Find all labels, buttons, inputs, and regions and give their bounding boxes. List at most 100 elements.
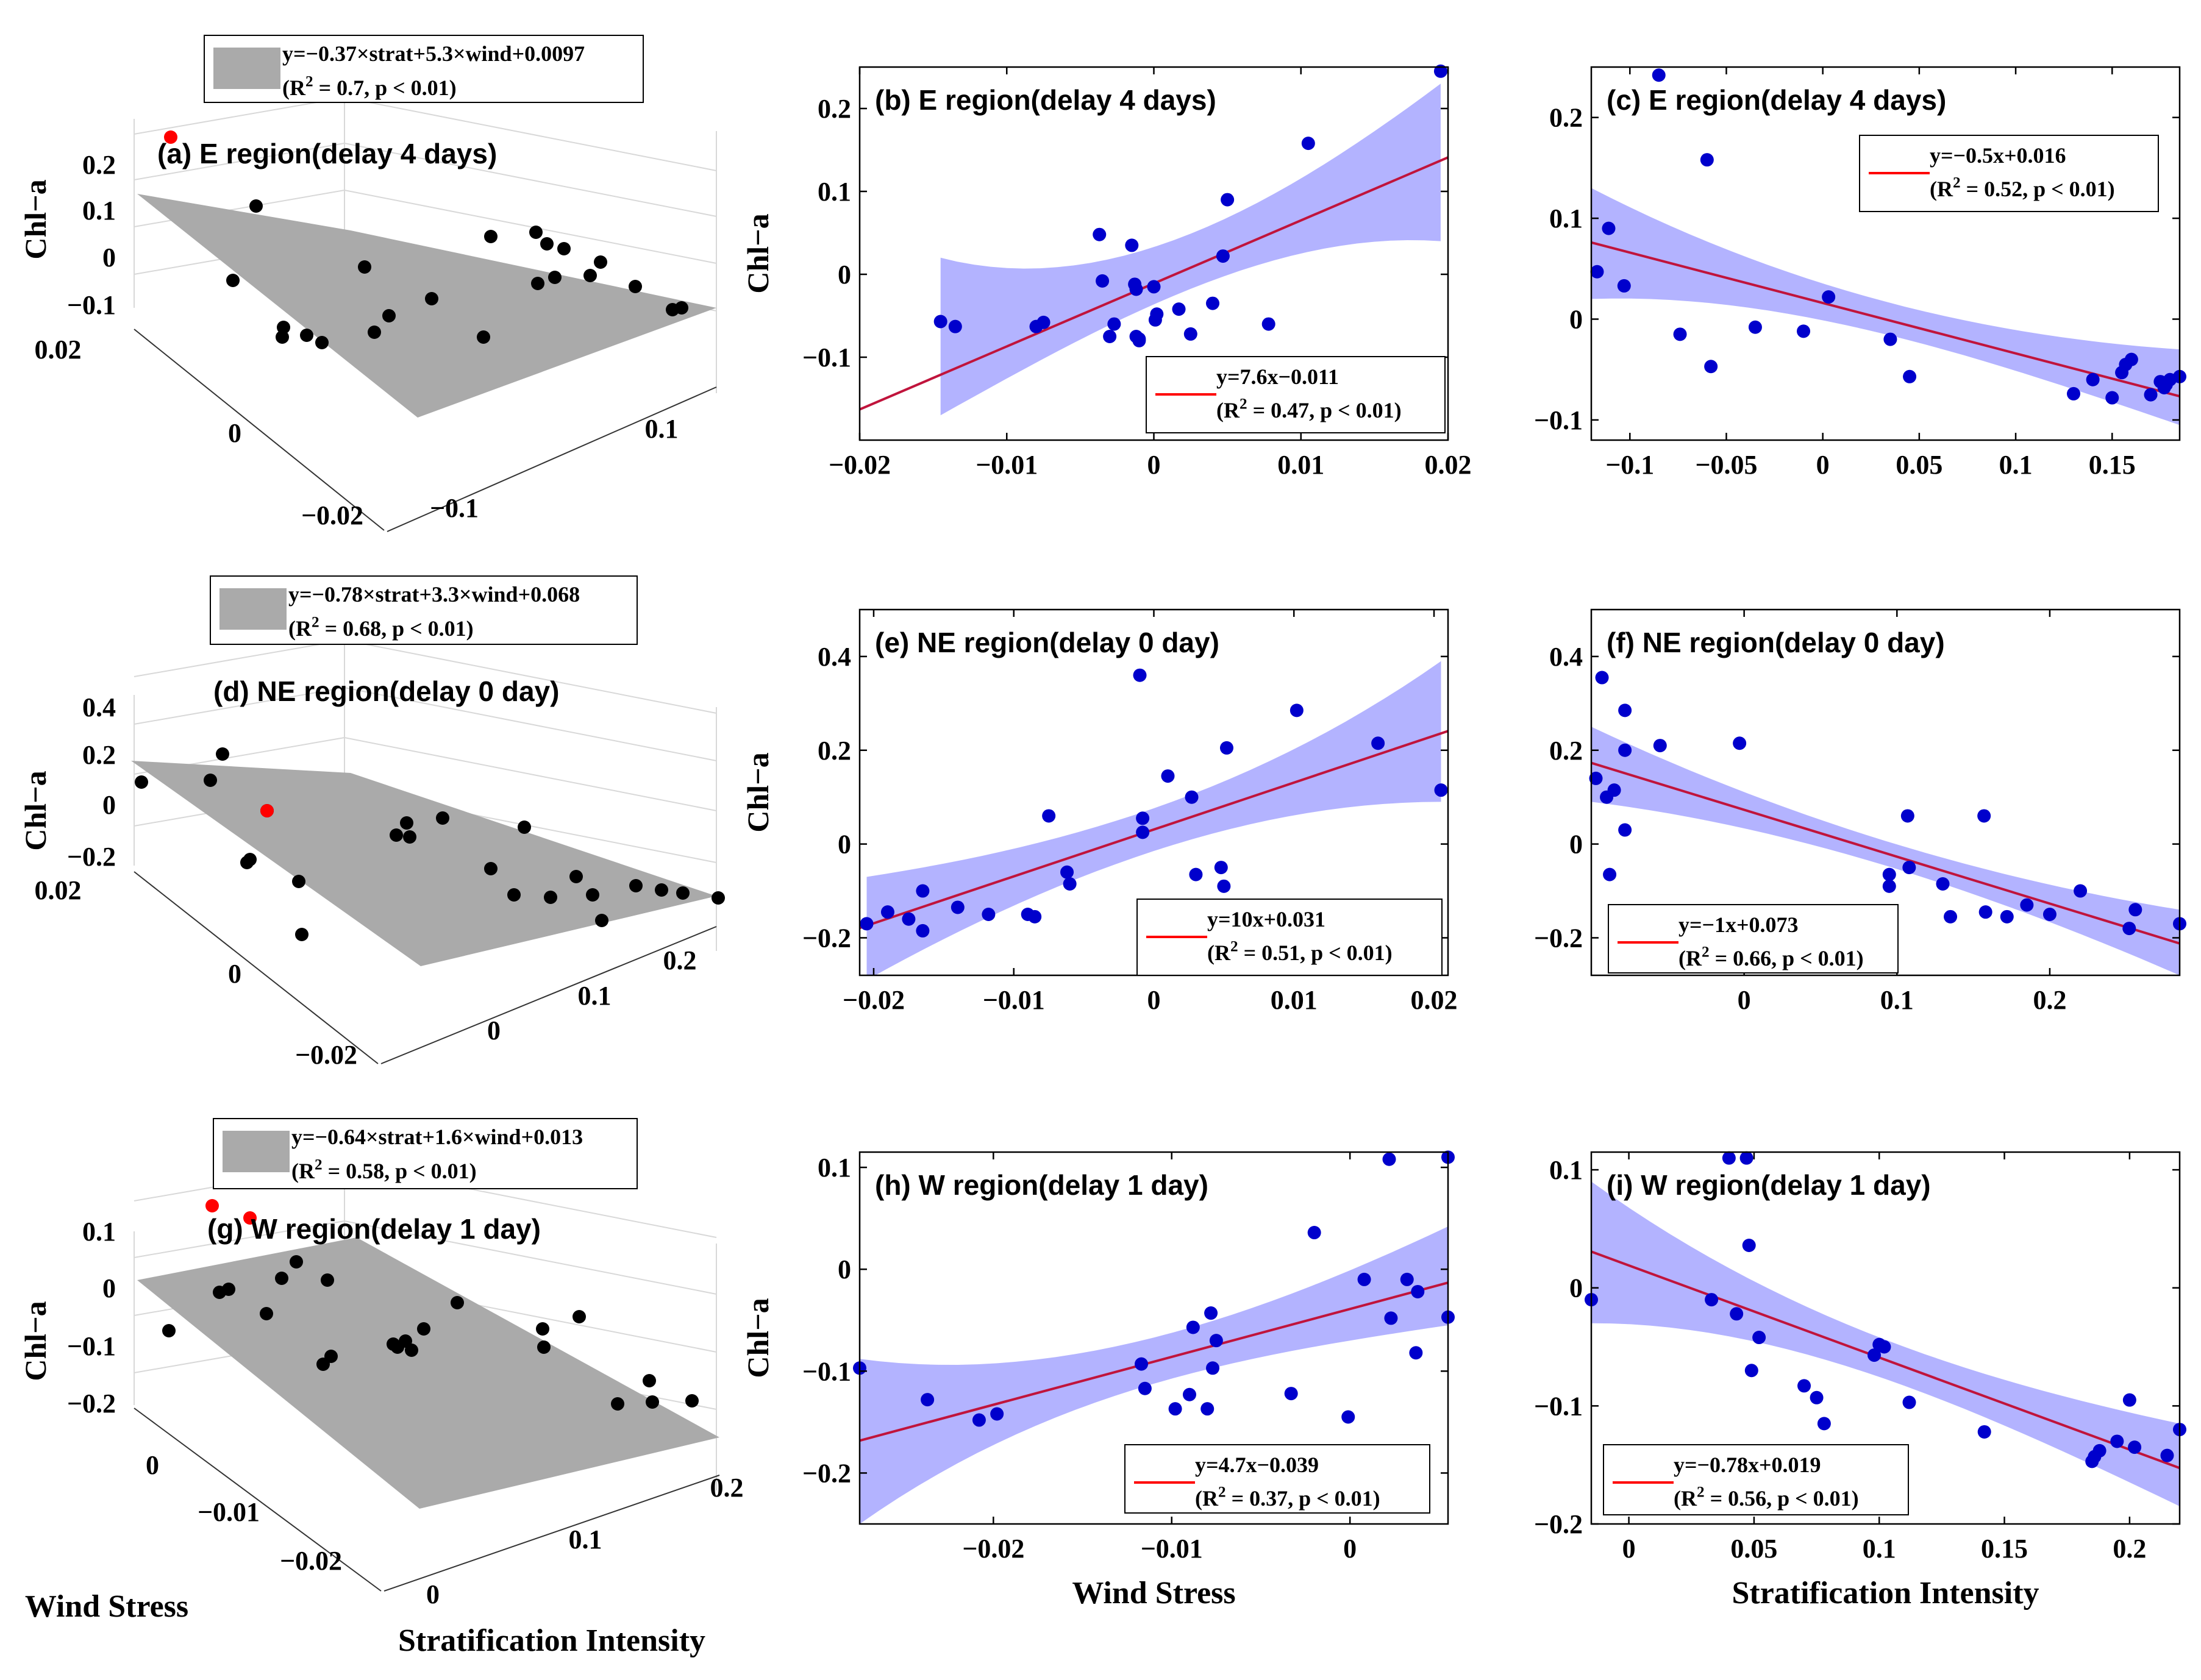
data-point bbox=[676, 886, 690, 900]
legend-label: y=4.7x−0.039 bbox=[1195, 1453, 1319, 1477]
legend-stats-part1: (R bbox=[282, 76, 306, 100]
data-point bbox=[1618, 743, 1632, 757]
data-point bbox=[1103, 330, 1117, 343]
grid-line bbox=[344, 143, 717, 217]
data-point bbox=[1206, 1361, 1219, 1375]
legend-label: y=−0.64×strat+1.6×wind+0.013 bbox=[291, 1125, 583, 1149]
confidence-band bbox=[866, 661, 1441, 975]
data-point bbox=[1284, 1387, 1298, 1401]
data-point bbox=[2000, 909, 2014, 924]
data-point bbox=[290, 1255, 303, 1269]
data-point bbox=[1411, 1284, 1425, 1298]
panel-title: (f) NE region(delay 0 day) bbox=[1607, 627, 1945, 658]
fit-line bbox=[1591, 761, 2180, 945]
data-point bbox=[477, 330, 490, 344]
legend-stats: (R2 = 0.52, p < 0.01) bbox=[1930, 175, 2115, 201]
data-point bbox=[1748, 320, 1762, 334]
data-point bbox=[1150, 307, 1164, 321]
y-tick-label: −0.1 bbox=[802, 1356, 851, 1386]
data-point bbox=[557, 242, 571, 255]
data-point bbox=[277, 321, 290, 334]
data-point bbox=[982, 908, 996, 921]
legend-label: y=7.6x−0.011 bbox=[1216, 365, 1339, 389]
data-point bbox=[586, 888, 599, 902]
data-point bbox=[1204, 1306, 1218, 1320]
data-point bbox=[507, 888, 521, 902]
data-point bbox=[2144, 388, 2158, 402]
panel-title: (g) W region(delay 1 day) bbox=[207, 1213, 541, 1245]
data-point bbox=[1341, 1410, 1355, 1424]
data-point bbox=[1216, 249, 1230, 263]
data-point bbox=[484, 230, 498, 243]
strat-tick-label: 0.2 bbox=[663, 945, 697, 975]
legend-stats-part1: (R bbox=[1207, 941, 1231, 965]
z-tick-label: 0.4 bbox=[82, 692, 116, 722]
grid-line bbox=[344, 639, 717, 714]
data-point bbox=[1822, 290, 1836, 304]
legend-swatch bbox=[219, 588, 287, 630]
data-point bbox=[544, 891, 557, 904]
wind-tick-label: −0.02 bbox=[301, 500, 363, 530]
data-point bbox=[315, 336, 329, 349]
legend-label: y=−0.78×strat+3.3×wind+0.068 bbox=[288, 582, 580, 607]
data-point bbox=[1409, 1346, 1423, 1360]
legend-stats-part2: = 0.7, p < 0.01) bbox=[313, 76, 457, 100]
x-tick-label: −0.01 bbox=[1141, 1534, 1203, 1564]
x-tick-label: 0.1 bbox=[1880, 985, 1914, 1015]
y-tick-label: −0.1 bbox=[802, 343, 851, 372]
data-point bbox=[2128, 903, 2142, 917]
data-point bbox=[1730, 1307, 1744, 1321]
data-point bbox=[1877, 1340, 1891, 1354]
strat-tick-label: 0 bbox=[426, 1579, 440, 1609]
legend: y=10x+0.031 (R2 = 0.51, p < 0.01) bbox=[1136, 899, 1443, 976]
y-tick-label: 0 bbox=[838, 830, 851, 860]
data-point bbox=[260, 1307, 273, 1320]
data-point bbox=[1133, 668, 1147, 682]
data-point bbox=[1221, 193, 1235, 207]
data-point bbox=[1129, 282, 1143, 296]
data-point bbox=[685, 1394, 699, 1408]
y-axis-label: Chl−a bbox=[741, 1298, 775, 1378]
data-point bbox=[222, 1283, 235, 1296]
data-point bbox=[1700, 153, 1714, 167]
strat-tick-label: −0.1 bbox=[430, 493, 479, 523]
legend-stats-part1: (R bbox=[1216, 398, 1240, 422]
grid-line bbox=[344, 687, 717, 761]
y-tick-label: 0.2 bbox=[818, 736, 851, 766]
panel-a: 0.2 0.1 0 −0.1 Chl−a 0.02 0 −0.02 0.1 −0.1 (a) E r… bbox=[18, 35, 717, 532]
strat-tick-label: 0.1 bbox=[569, 1525, 602, 1554]
x-tick-label: −0.01 bbox=[983, 985, 1045, 1015]
z-axis-label: Chl−a bbox=[18, 771, 52, 850]
x-tick-label: 0.02 bbox=[1425, 450, 1472, 480]
data-point bbox=[1902, 861, 1916, 875]
data-point bbox=[1096, 274, 1110, 288]
data-point bbox=[1185, 790, 1199, 804]
legend-stats-sup: 2 bbox=[1240, 396, 1247, 413]
legend: y=−0.37×strat+5.3×wind+0.0097 (R2 = 0.7, … bbox=[204, 35, 644, 103]
legend-stats-part1: (R bbox=[288, 616, 312, 641]
data-point bbox=[1722, 1151, 1736, 1165]
data-point bbox=[324, 1350, 338, 1363]
data-point bbox=[276, 330, 289, 344]
data-point bbox=[594, 255, 607, 269]
legend-stats-sup: 2 bbox=[1953, 175, 1961, 191]
data-point bbox=[1301, 137, 1315, 151]
data-point bbox=[1590, 265, 1604, 279]
data-point bbox=[1733, 736, 1747, 750]
data-point bbox=[1182, 1387, 1196, 1401]
legend-stats-part2: = 0.66, p < 0.01) bbox=[1710, 946, 1864, 970]
data-point bbox=[1936, 877, 1950, 891]
legend-stats-part2: = 0.47, p < 0.01) bbox=[1247, 398, 1402, 422]
data-point bbox=[1903, 369, 1917, 383]
strat-axis bbox=[380, 926, 717, 1064]
data-point bbox=[1172, 302, 1186, 316]
data-point bbox=[1382, 1152, 1396, 1166]
panel-title: (h) W region(delay 1 day) bbox=[875, 1169, 1208, 1201]
x-tick-label: 0 bbox=[1622, 1534, 1636, 1564]
y-tick-label: 0 bbox=[1569, 830, 1583, 860]
y-tick-label: −0.1 bbox=[1534, 1391, 1583, 1421]
data-point bbox=[675, 301, 688, 315]
grid-line bbox=[134, 97, 345, 135]
data-point bbox=[646, 1395, 659, 1409]
data-point bbox=[1400, 1272, 1414, 1286]
